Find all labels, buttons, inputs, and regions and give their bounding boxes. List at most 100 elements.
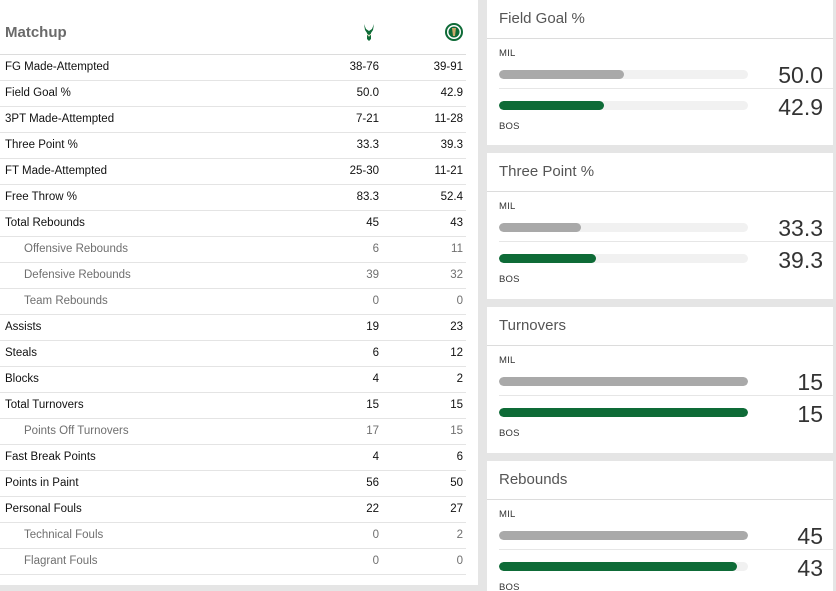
mil-bar-fill <box>499 223 581 232</box>
mil-stat-value: 0 <box>372 295 379 307</box>
team-label-mil: MIL <box>499 201 516 212</box>
bos-stat-value: 39.3 <box>440 139 463 151</box>
stat-label: Steals <box>5 347 37 359</box>
team-label-bos: BOS <box>499 121 520 132</box>
bar-divider <box>499 395 833 396</box>
team-label-mil: MIL <box>499 48 516 59</box>
stat-row: Technical Fouls 0 2 <box>0 523 466 549</box>
mil-value: 50.0 <box>778 62 823 88</box>
stat-row: Points in Paint 56 50 <box>0 471 466 497</box>
card-divider <box>487 191 833 192</box>
card-divider <box>487 345 833 346</box>
stat-label: 3PT Made-Attempted <box>5 113 115 125</box>
bos-stat-value: 11-28 <box>434 113 463 125</box>
mil-value: 33.3 <box>778 215 823 241</box>
stat-label: FT Made-Attempted <box>5 165 108 177</box>
bos-stat-value: 0 <box>456 555 463 567</box>
bos-stat-value: 11 <box>451 243 463 255</box>
bos-stat-value: 15 <box>450 399 463 411</box>
bos-bar-fill <box>499 408 748 417</box>
bar-divider <box>499 88 833 89</box>
stat-label: Offensive Rebounds <box>24 243 128 255</box>
mil-stat-value: 4 <box>372 451 379 463</box>
stat-label: Assists <box>5 321 42 333</box>
stat-label: Defensive Rebounds <box>24 269 131 281</box>
stat-label: Points Off Turnovers <box>24 425 129 437</box>
mil-value: 15 <box>797 369 823 395</box>
mil-stat-value: 39 <box>366 269 379 281</box>
mil-stat-value: 4 <box>372 373 379 385</box>
bos-value: 39.3 <box>778 247 823 273</box>
stat-label: Points in Paint <box>5 477 79 489</box>
stat-label: Three Point % <box>5 139 78 151</box>
bar-divider <box>499 241 833 242</box>
bos-bar-track <box>499 101 748 110</box>
stat-row: Fast Break Points 4 6 <box>0 445 466 471</box>
stat-row: 3PT Made-Attempted 7-21 11-28 <box>0 107 466 133</box>
bos-stat-value: 15 <box>450 425 463 437</box>
bos-stat-value: 42.9 <box>440 87 463 99</box>
stat-row: Three Point % 33.3 39.3 <box>0 133 466 159</box>
mil-stat-value: 19 <box>366 321 379 333</box>
stat-row: Team Rebounds 0 0 <box>0 289 466 315</box>
comparison-title: Rebounds <box>499 471 568 488</box>
mil-bar-fill <box>499 531 748 540</box>
stat-row: Defensive Rebounds 39 32 <box>0 263 466 289</box>
mil-stat-value: 45 <box>366 217 379 229</box>
mil-bar-fill <box>499 70 624 79</box>
bos-stat-value: 11-21 <box>434 165 463 177</box>
mil-stat-value: 50.0 <box>356 87 379 99</box>
mil-stat-value: 83.3 <box>356 191 379 203</box>
stat-label: Fast Break Points <box>5 451 96 463</box>
bos-value: 15 <box>797 401 823 427</box>
bucks-logo-icon <box>364 24 374 41</box>
mil-bar-track <box>499 377 748 386</box>
team-label-bos: BOS <box>499 428 520 439</box>
bos-stat-value: 23 <box>450 321 463 333</box>
bos-stat-value: 39-91 <box>433 61 463 73</box>
matchup-rows: FG Made-Attempted 38-76 39-91 Field Goal % 5… <box>0 55 466 575</box>
mil-stat-value: 17 <box>366 425 379 437</box>
bos-stat-value: 2 <box>456 373 463 385</box>
stat-row: Steals 6 12 <box>0 341 466 367</box>
bos-bar-fill <box>499 101 604 110</box>
stat-row: Points Off Turnovers 17 15 <box>0 419 466 445</box>
bos-bar-track <box>499 562 748 571</box>
mil-stat-value: 38-76 <box>349 61 379 73</box>
mil-stat-value: 33.3 <box>356 139 379 151</box>
mil-stat-value: 22 <box>366 503 379 515</box>
mil-stat-value: 25-30 <box>349 165 379 177</box>
comparison-title: Field Goal % <box>499 10 585 27</box>
comparison-title: Three Point % <box>499 163 595 180</box>
stat-row: Blocks 4 2 <box>0 367 466 393</box>
matchup-table: Matchup FG Made-Attempted 38-76 39-91 Field… <box>0 0 478 585</box>
bos-stat-value: 52.4 <box>440 191 463 203</box>
bos-stat-value: 32 <box>450 269 463 281</box>
mil-stat-value: 6 <box>372 347 379 359</box>
stat-label: Blocks <box>5 373 39 385</box>
stat-row: Field Goal % 50.0 42.9 <box>0 81 466 107</box>
matchup-header: Matchup <box>0 8 466 55</box>
comparison-card: Three Point % MIL 33.3 39.3 BOS <box>487 153 833 299</box>
bos-stat-value: 27 <box>450 503 463 515</box>
stat-row: Total Rebounds 45 43 <box>0 211 466 237</box>
comparison-card: Rebounds MIL 45 43 BOS <box>487 461 833 591</box>
bos-bar-track <box>499 254 748 263</box>
bos-stat-value: 2 <box>456 529 463 541</box>
bos-stat-value: 6 <box>456 451 463 463</box>
team-label-mil: MIL <box>499 509 516 520</box>
bos-bar-fill <box>499 254 596 263</box>
stat-label: Flagrant Fouls <box>24 555 98 567</box>
bos-bar-track <box>499 408 748 417</box>
comparison-title: Turnovers <box>499 317 566 334</box>
stat-label: Personal Fouls <box>5 503 82 515</box>
card-divider <box>487 499 833 500</box>
stat-row: FG Made-Attempted 38-76 39-91 <box>0 55 466 81</box>
stat-row: Offensive Rebounds 6 11 <box>0 237 466 263</box>
stat-row: Personal Fouls 22 27 <box>0 497 466 523</box>
stat-label: Field Goal % <box>5 87 71 99</box>
card-divider <box>487 38 833 39</box>
bos-stat-value: 50 <box>450 477 463 489</box>
stat-row: FT Made-Attempted 25-30 11-21 <box>0 159 466 185</box>
mil-stat-value: 15 <box>366 399 379 411</box>
